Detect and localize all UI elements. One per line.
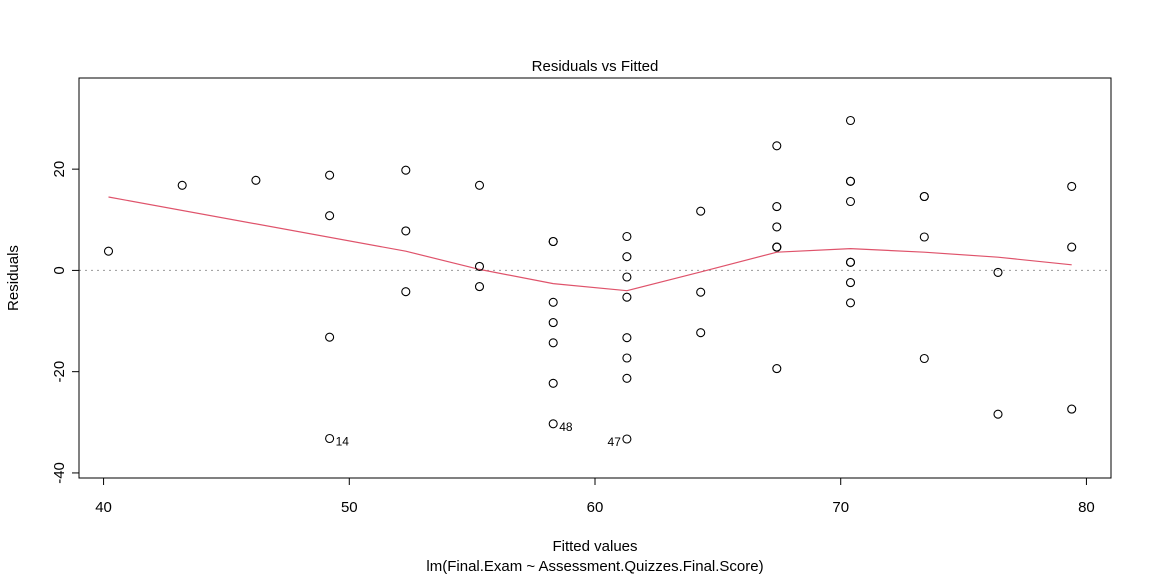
point-label: 48 bbox=[559, 420, 573, 434]
data-point bbox=[696, 328, 706, 338]
data-point bbox=[401, 287, 411, 297]
data-point bbox=[401, 165, 411, 175]
x-tick-label: 40 bbox=[95, 499, 112, 516]
data-point bbox=[622, 292, 632, 302]
data-point bbox=[548, 297, 558, 307]
data-point bbox=[622, 333, 632, 343]
data-point bbox=[772, 242, 782, 252]
y-axis-label: Residuals bbox=[5, 245, 22, 311]
data-point bbox=[772, 202, 782, 212]
data-point bbox=[548, 338, 558, 348]
data-point bbox=[696, 206, 706, 216]
data-point bbox=[772, 222, 782, 232]
data-point bbox=[325, 332, 335, 342]
data-point bbox=[919, 191, 929, 202]
y-tick-label: -40 bbox=[51, 462, 68, 484]
y-tick-label: 20 bbox=[51, 161, 68, 178]
x-axis: 40 50 60 70 80 bbox=[95, 477, 1095, 516]
data-point bbox=[548, 419, 558, 429]
data-point bbox=[325, 211, 335, 221]
data-point bbox=[696, 287, 706, 297]
x-tick-label: 60 bbox=[587, 499, 604, 516]
data-point bbox=[772, 364, 782, 374]
data-point bbox=[1067, 242, 1077, 252]
x-tick-label: 50 bbox=[341, 499, 358, 516]
y-tick-label: -20 bbox=[51, 361, 68, 383]
data-point bbox=[401, 226, 411, 236]
data-point bbox=[325, 433, 335, 444]
data-point bbox=[548, 236, 558, 247]
data-point bbox=[993, 267, 1003, 277]
data-point bbox=[845, 196, 856, 207]
data-point bbox=[474, 180, 485, 190]
data-point bbox=[177, 180, 187, 190]
data-point bbox=[622, 353, 632, 363]
data-point bbox=[548, 378, 558, 388]
data-point bbox=[845, 278, 856, 288]
chart-title: Residuals vs Fitted bbox=[532, 58, 659, 75]
plot-frame bbox=[78, 77, 1112, 479]
point-label: 47 bbox=[608, 435, 622, 449]
data-point bbox=[622, 373, 632, 383]
model-formula-label: lm(Final.Exam ~ Assessment.Quizzes.Final… bbox=[426, 558, 763, 575]
data-point bbox=[622, 252, 632, 262]
y-axis: -40 -20 0 20 bbox=[51, 161, 80, 484]
data-point bbox=[919, 232, 929, 242]
data-point bbox=[622, 231, 632, 242]
data-point bbox=[474, 261, 485, 271]
y-tick-label: 0 bbox=[51, 266, 68, 274]
data-point bbox=[919, 353, 929, 364]
data-point bbox=[772, 141, 782, 151]
data-point bbox=[1067, 181, 1077, 191]
x-tick-label: 70 bbox=[832, 499, 849, 516]
data-point bbox=[993, 409, 1003, 419]
data-point bbox=[325, 170, 335, 180]
data-point bbox=[548, 318, 558, 328]
data-point bbox=[845, 257, 856, 267]
data-point bbox=[103, 246, 114, 256]
data-point bbox=[845, 176, 856, 186]
x-tick-label: 80 bbox=[1078, 499, 1095, 516]
plot-area: 14 48 47 bbox=[79, 115, 1111, 449]
smoothed-trend-line bbox=[108, 196, 1072, 292]
data-point bbox=[1067, 404, 1077, 414]
x-axis-label: Fitted values bbox=[552, 538, 637, 555]
data-point bbox=[622, 434, 632, 444]
data-point bbox=[474, 282, 485, 292]
data-point bbox=[251, 175, 261, 185]
data-point bbox=[845, 115, 856, 126]
data-point bbox=[845, 298, 856, 308]
data-point bbox=[622, 272, 632, 282]
point-label: 14 bbox=[336, 435, 350, 449]
